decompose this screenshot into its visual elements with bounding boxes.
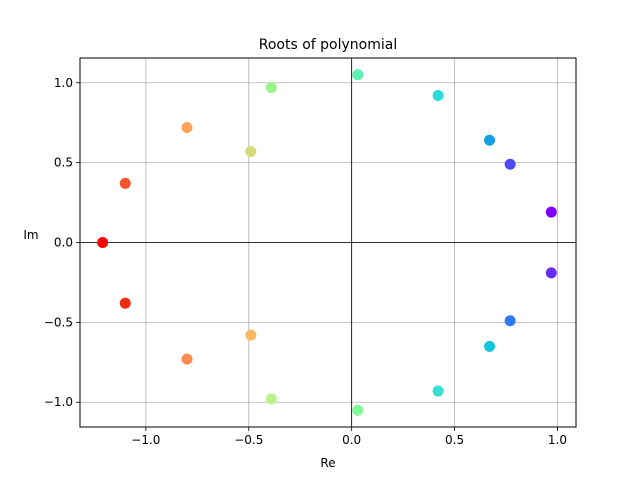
root-point-8 (352, 69, 364, 81)
root-point-14 (181, 121, 193, 133)
root-point-7 (432, 385, 444, 397)
data-points (97, 69, 557, 416)
root-point-1 (545, 267, 557, 279)
root-point-17 (119, 297, 131, 309)
root-point-11 (265, 393, 277, 405)
y-axis-label: Im (23, 228, 38, 242)
y-tick-label-4: 1.0 (54, 76, 73, 90)
y-tick-label-2: 0.0 (54, 236, 73, 250)
chart-title: Roots of polynomial (259, 37, 397, 53)
root-point-10 (265, 82, 277, 94)
root-point-2 (504, 158, 516, 170)
root-point-18 (97, 237, 109, 248)
root-point-15 (181, 353, 193, 365)
x-tick-label-4: 1.0 (548, 433, 567, 447)
x-tick-label-3: 0.5 (445, 433, 464, 447)
reference-lines (80, 58, 576, 427)
root-point-9 (352, 404, 364, 416)
y-tick-label-1: −0.5 (44, 315, 73, 329)
root-point-6 (432, 90, 444, 102)
root-point-12 (245, 145, 257, 157)
y-tick-label-3: 0.5 (54, 156, 73, 170)
x-axis-label: Re (320, 456, 335, 470)
root-point-4 (484, 134, 496, 146)
root-point-3 (504, 315, 516, 327)
root-point-5 (484, 340, 496, 352)
x-tick-label-1: −0.5 (234, 433, 263, 447)
root-point-16 (119, 177, 131, 189)
root-point-13 (245, 329, 257, 341)
root-point-0 (545, 206, 557, 218)
x-tick-label-2: 0.0 (342, 433, 361, 447)
axis-ticks: −1.0 −0.5 0.0 0.5 1.0 −1.0 −0.5 0.0 0.5 1.0 (44, 76, 567, 447)
x-tick-label-0: −1.0 (131, 433, 160, 447)
y-tick-label-0: −1.0 (44, 395, 73, 409)
